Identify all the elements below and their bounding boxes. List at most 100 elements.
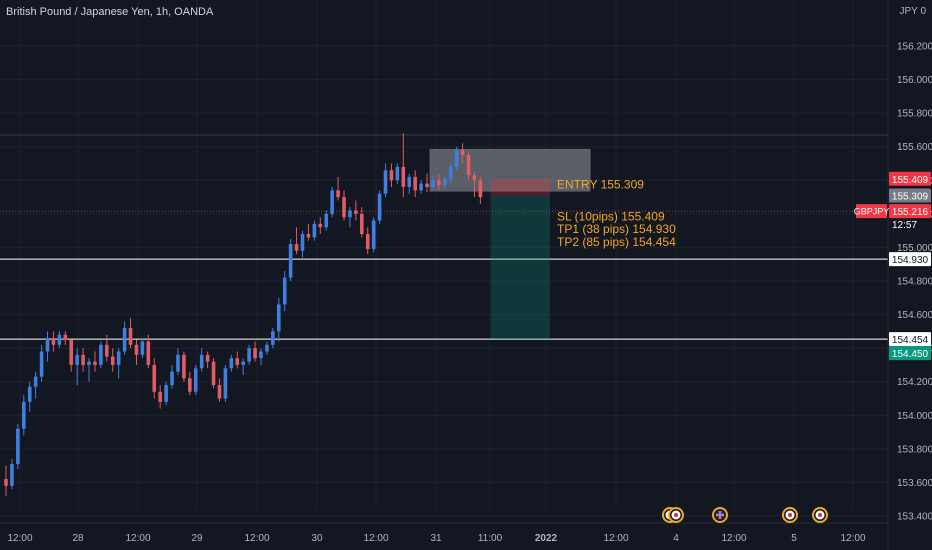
tp2-annotation: TP2 (85 pips) 154.454: [557, 235, 676, 249]
candle-body: [324, 213, 329, 228]
price-tick-label: 154.000: [897, 411, 932, 422]
time-tick-label: 4: [673, 533, 679, 544]
price-tick-label: 156.000: [897, 75, 932, 86]
price-tick-label: 153.400: [897, 512, 932, 523]
candle-body: [211, 361, 216, 386]
time-tick-label: 12:00: [7, 533, 32, 544]
candle-body: [431, 180, 435, 187]
candles: [4, 133, 483, 496]
tp1-price-tag: 154.930: [892, 255, 929, 266]
candle-body: [182, 354, 186, 379]
candle-body: [63, 334, 68, 340]
candle-body: [45, 338, 50, 352]
candle-body: [27, 386, 32, 402]
candle-body: [401, 166, 406, 187]
entry-annotation: ENTRY 155.309: [557, 178, 644, 192]
current-price-tag: 155.216: [892, 207, 929, 218]
candle-body: [454, 150, 459, 167]
candle-body: [229, 358, 234, 369]
time-tick-label: 30: [311, 533, 323, 544]
tp1-annotation: TP1 (38 pips) 154.930: [557, 222, 676, 236]
candle-body: [110, 356, 115, 365]
position-zones: [429, 148, 591, 340]
candle-body: [306, 234, 311, 238]
price-axis[interactable]: 156.200156.000155.800155.600155.400155.2…: [854, 0, 932, 550]
price-tick-label: 153.600: [897, 478, 932, 489]
candle-body: [116, 351, 121, 365]
candle-body: [158, 391, 162, 402]
candle-body: [259, 351, 263, 359]
candle-body: [75, 354, 79, 365]
candle-body: [466, 155, 471, 176]
time-tick-label: 5: [791, 533, 797, 544]
sl-price-tag: 155.409: [892, 175, 929, 186]
candle-body: [164, 385, 168, 402]
candle-body: [21, 401, 26, 429]
tp2-price-tag-bg: [889, 332, 931, 347]
candle-body: [330, 190, 334, 214]
candle-body: [188, 378, 192, 392]
symbol-tag-bg: [856, 204, 887, 219]
candle-body: [348, 210, 352, 218]
take-profit-zone: [491, 195, 550, 340]
candle-body: [377, 193, 382, 221]
candle-body: [235, 358, 240, 365]
time-tick-label: 2022: [535, 533, 558, 544]
price-tick-label: 153.800: [897, 444, 932, 455]
candle-body: [39, 351, 44, 377]
candle-body: [176, 354, 180, 372]
candle-body: [4, 479, 8, 486]
price-tick-label: 155.800: [897, 109, 932, 120]
candle-body: [282, 277, 287, 305]
candle-body: [223, 368, 228, 399]
time-tick-label: 12:00: [125, 533, 150, 544]
candle-body: [10, 463, 14, 486]
candle-body: [413, 176, 417, 191]
candle-body: [87, 361, 91, 365]
entry-price-tag: 155.309: [892, 192, 929, 203]
price-tick-label: 154.200: [897, 377, 932, 388]
price-tick-label: 155.000: [897, 243, 932, 254]
candle-body: [318, 223, 323, 228]
candle-body: [217, 385, 222, 399]
candle-body: [342, 197, 346, 218]
candle-body: [472, 175, 477, 181]
time-tick-label: 12:00: [721, 533, 746, 544]
stop-loss-zone: [491, 178, 550, 196]
candle-body: [365, 234, 370, 250]
jp-flag-dot: [788, 513, 792, 517]
candle-body: [199, 354, 204, 369]
candle-body: [300, 234, 305, 251]
candle-body: [312, 223, 317, 238]
candle-body: [425, 183, 429, 187]
sl-price-tag-bg: [889, 171, 931, 186]
candle-body: [336, 190, 340, 198]
tp1-price-tag-bg: [889, 252, 931, 267]
candle-body: [395, 166, 400, 181]
candle-body: [193, 368, 198, 392]
price-tick-label: 156.200: [897, 42, 932, 53]
candle-body: [437, 180, 441, 186]
candle-body: [16, 428, 20, 464]
candle-body: [288, 244, 293, 278]
candle-body: [93, 361, 97, 365]
time-tick-label: 12:00: [363, 533, 388, 544]
time-tick-label: 12:00: [244, 533, 269, 544]
candle-body: [247, 348, 251, 362]
time-axis[interactable]: 12:00 28 12:00 29 12:00 30 12:00 31 11:00 2022 12:…: [0, 522, 888, 544]
candle-body: [276, 304, 281, 332]
candle-body: [99, 344, 103, 365]
time-tick-label: 12:00: [603, 533, 628, 544]
candle-body: [81, 354, 85, 365]
current-price-tag-bg: [889, 204, 931, 219]
candle-body: [105, 344, 109, 357]
time-tick-label: 11:00: [478, 533, 503, 544]
candle-body: [57, 334, 62, 345]
bid-price-tag-bg: [889, 346, 931, 361]
candle-body: [241, 361, 245, 365]
jp-flag-dot: [818, 513, 822, 517]
candle-body: [448, 166, 453, 179]
